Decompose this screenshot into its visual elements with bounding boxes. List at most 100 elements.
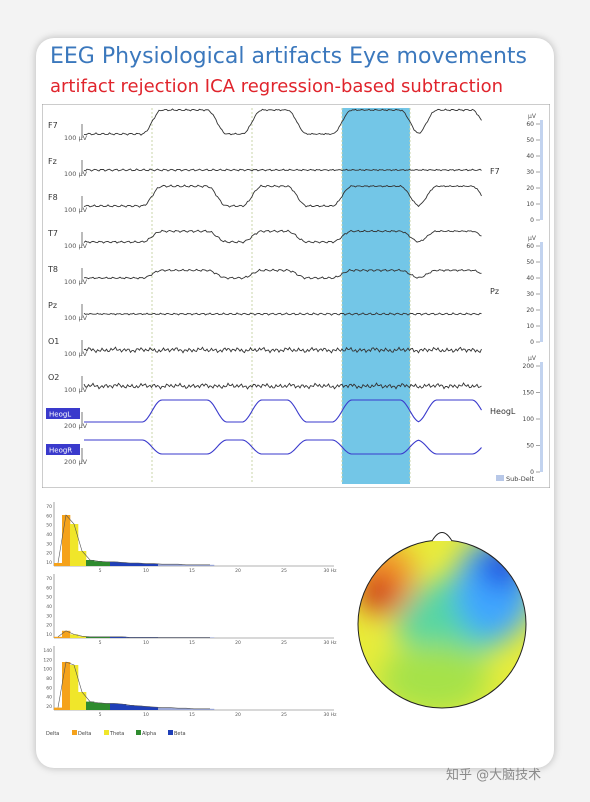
psd-y-tick: 60 bbox=[46, 513, 52, 519]
eeg-trace bbox=[83, 382, 482, 390]
eeg-trace bbox=[83, 229, 482, 244]
psd-y-tick: 20 bbox=[46, 704, 52, 710]
psd-y-tick: 70 bbox=[46, 504, 52, 510]
channel-label: T8 bbox=[47, 265, 58, 274]
psd-bar bbox=[174, 708, 183, 710]
channel-scale: 200 µV bbox=[64, 458, 88, 466]
topo-blob bbox=[379, 644, 489, 708]
psd-y-tick: 10 bbox=[46, 632, 52, 638]
band-legend-label: Delta bbox=[78, 731, 91, 737]
scale-tick-label: 60 bbox=[526, 243, 534, 250]
psd-bar bbox=[190, 637, 199, 638]
psd-bar bbox=[150, 707, 159, 710]
scale-unit: µV bbox=[528, 235, 537, 242]
psd-bar bbox=[126, 705, 135, 710]
psd-bar bbox=[110, 636, 119, 638]
psd-bar bbox=[118, 704, 127, 710]
psd-bar bbox=[158, 707, 167, 710]
psd-bar bbox=[126, 563, 135, 566]
eeg-trace bbox=[83, 268, 482, 280]
psd-bar bbox=[190, 708, 199, 710]
psd-y-tick: 140 bbox=[43, 648, 52, 654]
scale-tick-label: 200 bbox=[523, 363, 535, 370]
psd-bar bbox=[174, 637, 183, 638]
psd-bar bbox=[182, 564, 191, 566]
psd-x-tick: 20 bbox=[235, 712, 241, 718]
scale-tick-label: 0 bbox=[530, 217, 534, 224]
psd-bar bbox=[166, 564, 175, 566]
psd-bar bbox=[166, 707, 175, 710]
channel-scale: 100 µV bbox=[64, 134, 88, 142]
watermark: 知乎 @大脑技术 bbox=[446, 768, 542, 783]
right-channel-label: Pz bbox=[490, 287, 499, 296]
psd-x-tick: 25 bbox=[281, 568, 287, 574]
psd-bar bbox=[198, 637, 207, 638]
psd-y-tick: 50 bbox=[46, 523, 52, 529]
psd-y-tick: 20 bbox=[46, 551, 52, 557]
psd-frame bbox=[42, 494, 342, 742]
scale-unit: µV bbox=[528, 355, 537, 362]
channel-label: O2 bbox=[48, 373, 59, 382]
right-channel-label: F7 bbox=[490, 167, 500, 176]
psd-curve bbox=[57, 661, 210, 710]
scale-tick-label: 40 bbox=[526, 275, 534, 282]
psd-y-tick: 80 bbox=[46, 676, 52, 682]
psd-x-tick: 10 bbox=[143, 712, 149, 718]
eeg-trace bbox=[83, 108, 482, 136]
psd-bar bbox=[118, 562, 127, 566]
psd-bar bbox=[78, 636, 87, 638]
psd-y-tick: 40 bbox=[46, 604, 52, 610]
channel-scale: 100 µV bbox=[64, 350, 88, 358]
figure-title: EEG Physiological artifacts Eye movement… bbox=[50, 44, 527, 69]
psd-x-tick: 25 bbox=[281, 712, 287, 718]
channel-scale: 100 µV bbox=[64, 278, 88, 286]
scale-tick-label: 50 bbox=[526, 259, 534, 266]
psd-x-tick: 10 bbox=[143, 640, 149, 646]
power-spectrum-panel: 70 60 50 40 30 20 10 5 10 15 20 25 30 Hz 70 60 50 40 30 20… bbox=[42, 494, 342, 742]
psd-y-tick: 20 bbox=[46, 623, 52, 629]
psd-bar bbox=[78, 551, 87, 566]
psd-y-tick: 40 bbox=[46, 532, 52, 538]
figure-subtitle: artifact rejection ICA regression-based … bbox=[50, 76, 504, 97]
psd-curve bbox=[57, 630, 210, 638]
psd-bar bbox=[70, 665, 79, 710]
scale-tick-label: 30 bbox=[526, 169, 534, 176]
psd-bar bbox=[206, 637, 215, 638]
psd-bar bbox=[54, 563, 63, 566]
scale-tick-label: 20 bbox=[526, 307, 534, 314]
eeg-trace bbox=[83, 346, 482, 354]
scale-tick-label: 10 bbox=[526, 323, 534, 330]
psd-x-tick: 15 bbox=[189, 640, 195, 646]
scale-tick-label: 50 bbox=[526, 137, 534, 144]
psd-bar bbox=[174, 564, 183, 566]
channel-label: HeogL bbox=[49, 411, 71, 419]
scale-tick-label: 50 bbox=[526, 443, 534, 450]
psd-bar bbox=[102, 561, 111, 566]
channel-label: T7 bbox=[47, 229, 58, 238]
psd-bar bbox=[94, 702, 103, 710]
scale-unit: µV bbox=[528, 113, 537, 120]
psd-x-tick: 5 bbox=[99, 568, 102, 574]
psd-x-tick: 15 bbox=[189, 712, 195, 718]
channel-label: HeogR bbox=[49, 447, 72, 455]
eeg-trace bbox=[83, 184, 482, 208]
psd-bar bbox=[102, 703, 111, 710]
topo-field bbox=[358, 540, 526, 708]
channel-scale: 100 µV bbox=[64, 386, 88, 394]
psd-y-tick: 100 bbox=[43, 667, 52, 673]
nose bbox=[431, 532, 453, 542]
psd-bar bbox=[190, 564, 199, 566]
psd-y-tick: 60 bbox=[46, 685, 52, 691]
channel-label-box bbox=[46, 408, 80, 419]
scale-strip bbox=[540, 120, 543, 220]
channel-scale: 100 µV bbox=[64, 206, 88, 214]
psd-bar bbox=[94, 636, 103, 638]
psd-bar bbox=[110, 561, 119, 566]
psd-bar bbox=[54, 707, 63, 710]
psd-bar bbox=[134, 705, 143, 710]
right-channel-label: HeogL bbox=[490, 407, 516, 416]
band-legend-label: Beta bbox=[174, 731, 186, 737]
psd-bar bbox=[62, 630, 71, 638]
eeg-trace bbox=[84, 399, 482, 423]
